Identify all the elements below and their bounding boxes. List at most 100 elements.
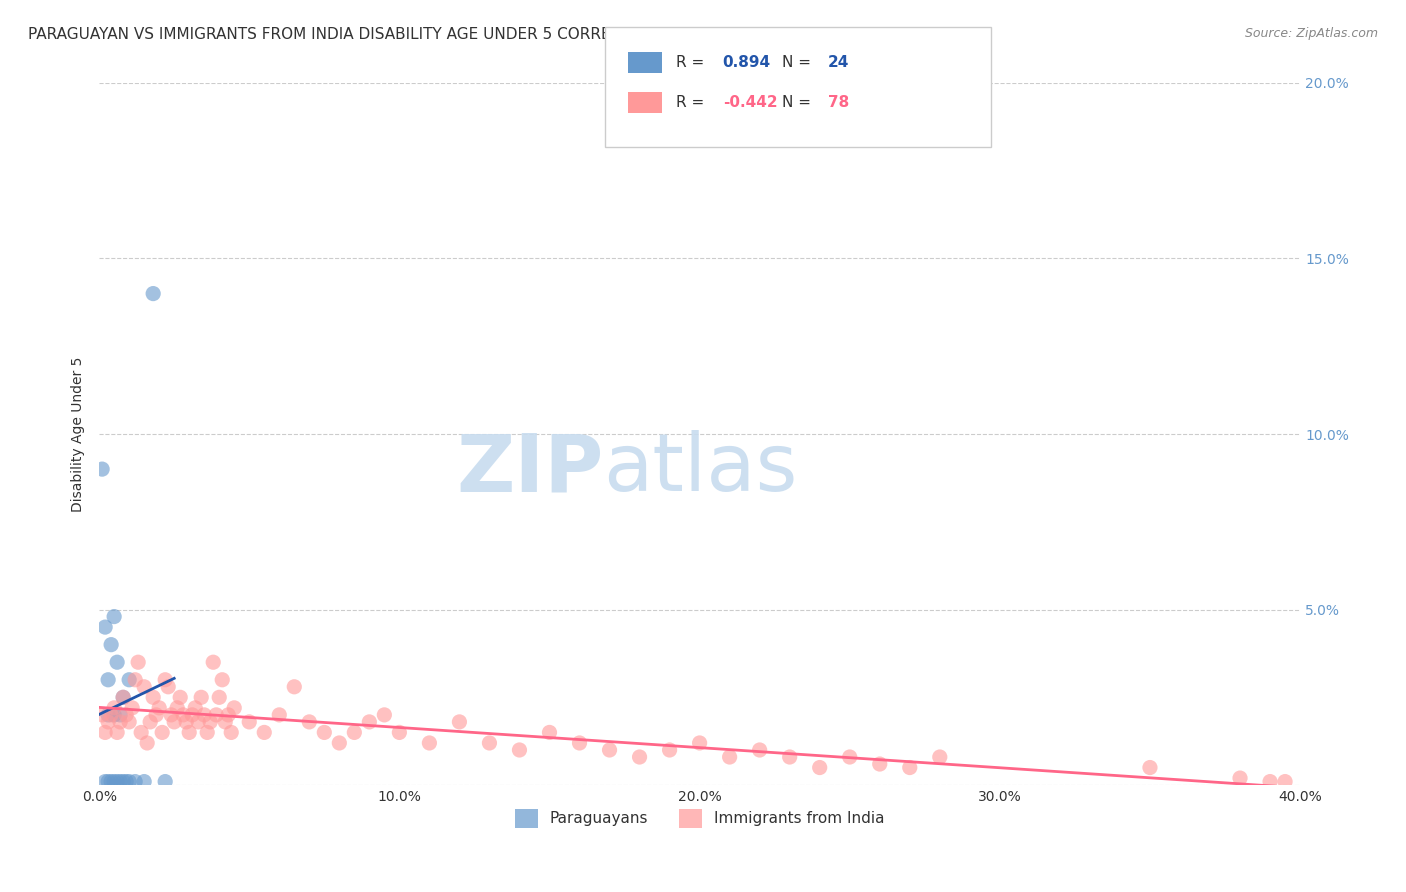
Point	[658, 743, 681, 757]
Y-axis label: Disability Age Under 5: Disability Age Under 5	[72, 356, 86, 512]
Point	[100, 774, 122, 789]
Point	[219, 725, 242, 739]
Text: ZIP: ZIP	[457, 430, 603, 508]
Point	[208, 690, 231, 705]
Point	[224, 701, 246, 715]
Point	[91, 462, 114, 476]
Point	[238, 714, 260, 729]
Text: 78: 78	[828, 95, 849, 110]
Point	[121, 701, 143, 715]
Point	[359, 714, 381, 729]
Legend: Paraguayans, Immigrants from India: Paraguayans, Immigrants from India	[509, 803, 890, 834]
Point	[103, 774, 125, 789]
Text: 24: 24	[828, 55, 849, 70]
Point	[103, 701, 125, 715]
Point	[103, 609, 125, 624]
Point	[179, 725, 201, 739]
Point	[538, 725, 561, 739]
Point	[129, 725, 152, 739]
Point	[112, 774, 135, 789]
Point	[97, 673, 120, 687]
Point	[124, 774, 146, 789]
Point	[157, 680, 180, 694]
Point	[108, 774, 131, 789]
Point	[97, 774, 120, 789]
Point	[838, 750, 860, 764]
Text: PARAGUAYAN VS IMMIGRANTS FROM INDIA DISABILITY AGE UNDER 5 CORRELATION CHART: PARAGUAYAN VS IMMIGRANTS FROM INDIA DISA…	[28, 27, 723, 42]
Point	[145, 707, 167, 722]
Point	[328, 736, 350, 750]
Point	[118, 673, 141, 687]
Point	[97, 714, 120, 729]
Point	[195, 725, 218, 739]
Point	[97, 707, 120, 722]
Point	[190, 690, 212, 705]
Point	[200, 714, 222, 729]
Point	[1274, 774, 1296, 789]
Text: N =: N =	[782, 55, 815, 70]
Point	[568, 736, 591, 750]
Point	[91, 707, 114, 722]
Text: R =: R =	[676, 55, 710, 70]
Point	[508, 743, 530, 757]
Text: atlas: atlas	[603, 430, 797, 508]
Point	[108, 714, 131, 729]
Point	[172, 707, 194, 722]
Point	[217, 707, 239, 722]
Point	[193, 707, 215, 722]
Point	[108, 707, 131, 722]
Point	[112, 690, 135, 705]
Text: 0.894: 0.894	[723, 55, 770, 70]
Point	[748, 743, 770, 757]
Point	[150, 725, 173, 739]
Point	[127, 655, 149, 669]
Point	[153, 673, 176, 687]
Point	[298, 714, 321, 729]
Point	[253, 725, 276, 739]
Point	[898, 760, 921, 774]
Point	[373, 707, 395, 722]
Point	[869, 757, 891, 772]
Point	[1229, 771, 1251, 785]
Point	[779, 750, 801, 764]
Point	[449, 714, 471, 729]
Point	[174, 714, 197, 729]
Point	[134, 680, 156, 694]
Point	[94, 620, 117, 634]
Point	[808, 760, 831, 774]
Text: N =: N =	[782, 95, 815, 110]
Point	[599, 743, 621, 757]
Point	[112, 690, 135, 705]
Point	[153, 774, 176, 789]
Point	[418, 736, 440, 750]
Point	[928, 750, 950, 764]
Point	[689, 736, 711, 750]
Point	[139, 714, 162, 729]
Point	[202, 655, 225, 669]
Point	[148, 701, 170, 715]
Point	[166, 701, 188, 715]
Point	[100, 707, 122, 722]
Point	[142, 286, 165, 301]
Point	[160, 707, 183, 722]
Point	[105, 725, 128, 739]
Text: Source: ZipAtlas.com: Source: ZipAtlas.com	[1244, 27, 1378, 40]
Point	[169, 690, 191, 705]
Point	[118, 714, 141, 729]
Point	[103, 707, 125, 722]
Text: -0.442: -0.442	[723, 95, 778, 110]
Point	[163, 714, 186, 729]
Point	[94, 774, 117, 789]
Point	[118, 774, 141, 789]
Point	[136, 736, 159, 750]
Point	[478, 736, 501, 750]
Point	[269, 707, 291, 722]
Point	[187, 714, 209, 729]
Point	[718, 750, 741, 764]
Point	[105, 655, 128, 669]
Point	[211, 673, 233, 687]
Point	[124, 673, 146, 687]
Point	[134, 774, 156, 789]
Point	[181, 707, 204, 722]
Point	[214, 714, 236, 729]
